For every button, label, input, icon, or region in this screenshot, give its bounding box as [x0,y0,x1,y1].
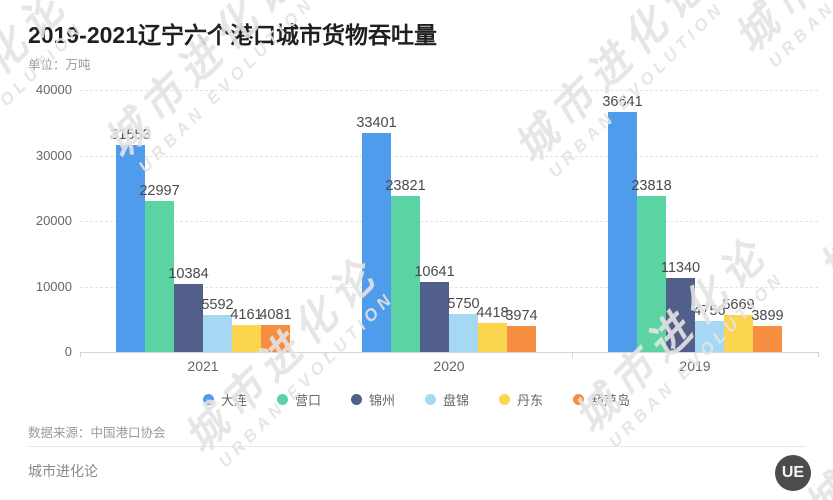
bar-chart-plot-area: 0 10000 20000 30000 40000 31553 22997 10384 5592… [36,82,819,359]
bar-value-label: 10384 [168,266,209,282]
ue-brand-logo: UE [775,455,811,491]
bar-营口-2019: 23818 [631,178,672,352]
legend-dot-icon [425,394,436,405]
legend-item-营口: 营口 [276,390,321,409]
bar-value-label: 22997 [139,183,180,200]
y-axis-tick-label: 30000 [35,147,72,163]
legend-dot-icon [202,394,214,405]
bar-葫芦岛-2021: 4081 [259,307,292,352]
legend-item-盘锦: 盘锦 [425,390,469,409]
bar-锦州-2021: 10384 [168,266,209,352]
bar-value-label: 23818 [631,178,672,194]
bar-group-2019: 36641 23818 11340 4756 5669 3899 [572,90,818,352]
gridline [80,90,818,91]
bar-group-2021: 31553 22997 10384 5592 4161 4081 [80,90,326,352]
bar-丹东-2021: 4161 [230,307,263,352]
gridline [80,286,818,288]
unit-label: 单位：万吨 [28,58,91,72]
legend-item-丹东: 丹东 [499,390,543,409]
y-axis-tick-label: 40000 [35,82,72,97]
legend-label: 盘锦 [443,393,470,408]
legend-label: 锦州 [368,393,395,408]
legend-label: 丹东 [517,393,544,408]
x-axis-tick-mark [326,352,327,357]
gridline [80,221,818,222]
bar-value-label: 31553 [110,127,151,144]
legend-dot-icon [499,394,511,405]
y-axis-tick-label: 20000 [35,213,72,228]
bar-盘锦-2019: 4756 [693,303,726,352]
bar-锦州-2019: 11340 [661,260,700,352]
bar-value-label: 4161 [230,306,263,323]
bar-value-label: 5750 [447,296,480,313]
bar-营口-2021: 22997 [139,183,180,352]
bar-group-2020: 33401 23821 10641 5750 4418 3974 [326,90,572,352]
legend-dot-icon [350,394,362,405]
bar-value-label: 4756 [693,302,726,319]
bar-大连-2020: 33401 [356,115,397,352]
bar-大连-2019: 36641 [602,94,643,352]
bar-value-label: 23821 [385,177,426,194]
bar-盘锦-2021: 5592 [201,297,234,352]
bar-value-label: 33401 [356,115,397,132]
gridline [80,155,818,157]
legend-label: 大连 [220,393,247,408]
bar-葫芦岛-2019: 3899 [751,308,784,352]
x-axis-label-2019: 2019 [679,358,711,374]
bar-value-label: 36641 [602,94,643,111]
footer-divider [28,446,806,447]
x-axis-label-2021: 2021 [187,358,219,374]
y-axis-tick-label: 10000 [35,278,72,294]
bar-value-label: 3899 [751,308,784,325]
bar-盘锦-2020: 5750 [447,296,480,352]
bar-value-label: 5669 [722,296,755,313]
x-axis-tick-mark [818,352,819,357]
bar-value-label: 4418 [476,305,509,322]
bar-value-label: 3974 [505,307,538,324]
x-axis-label-2020: 2020 [433,358,465,374]
legend-item-锦州: 锦州 [350,390,395,409]
x-axis-line [80,352,818,353]
bar-大连-2021: 31553 [110,127,151,352]
y-axis-tick-label: 0 [64,344,72,359]
legend-label: 营口 [294,393,321,408]
legend-item-葫芦岛: 葫芦岛 [573,390,630,409]
bar-锦州-2020: 10641 [414,264,455,352]
bar-value-label: 11340 [660,259,701,276]
source-note: 数据来源：中国港口协会 [28,426,166,440]
legend-dot-icon [276,394,288,405]
bar-value-label: 4081 [259,307,292,324]
legend-dot-icon [573,394,585,405]
bar-丹东-2020: 4418 [476,305,509,352]
x-axis-tick-mark [572,352,573,357]
chart-title: 2019-2021辽宁六个港口城市货物吞吐量 [28,22,437,48]
legend-label: 葫芦岛 [591,393,631,408]
bar-丹东-2019: 5669 [722,297,755,352]
bar-营口-2020: 23821 [385,178,426,352]
ue-logo-text: UE [781,464,805,481]
bar-value-label: 5592 [201,297,234,314]
watermark-cn-text: 城市进化论 [689,0,833,98]
legend: 大连 营口 锦州 盘锦 丹东 葫芦岛 [0,390,833,409]
legend-item-大连: 大连 [202,390,247,409]
bar-value-label: 10641 [414,264,455,281]
brand-name: 城市进化论 [28,463,98,479]
x-axis-tick-mark [80,352,81,357]
bar-葫芦岛-2020: 3974 [505,308,538,352]
